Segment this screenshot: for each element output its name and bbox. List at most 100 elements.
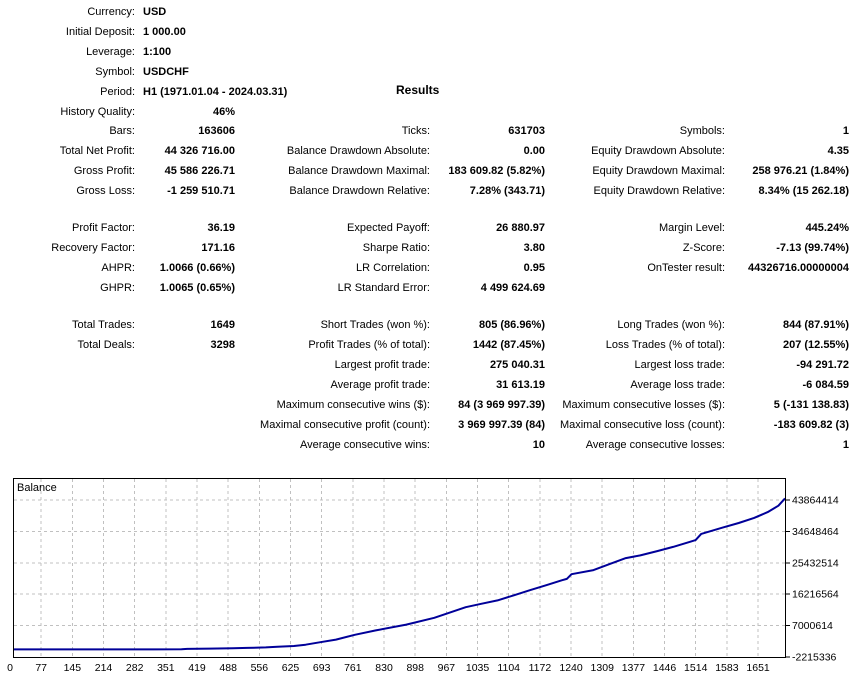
stat-label: Largest loss trade: <box>634 359 726 371</box>
y-tick-label: 16216564 <box>792 589 839 601</box>
info-row: Currency: USD <box>0 6 865 20</box>
stat-value: -94 291.72 <box>796 359 849 371</box>
stat-label: Gross Loss: <box>76 185 135 197</box>
info-value: USD <box>143 6 167 18</box>
stat-value: -183 609.82 (3) <box>773 419 849 431</box>
stat-row: AHPR: 1.0066 (0.66%) LR Correlation: 0.95 On… <box>0 262 865 276</box>
stat-value: 3.80 <box>523 242 545 254</box>
stat-label: Total Trades: <box>72 319 135 331</box>
stat-label: Ticks: <box>401 125 430 137</box>
stat-row: Largest profit trade: 275 040.31 Largest l… <box>0 359 865 373</box>
x-tick-label: 0 <box>7 662 13 674</box>
x-tick-label: 830 <box>375 662 393 674</box>
stat-label: Z-Score: <box>682 242 725 254</box>
stat-label: Expected Payoff: <box>347 222 430 234</box>
x-tick-label: 693 <box>313 662 331 674</box>
x-tick-label: 967 <box>438 662 456 674</box>
stat-label: Equity Drawdown Maximal: <box>592 165 725 177</box>
stat-value: 7.28% (343.71) <box>469 185 545 197</box>
stat-row: Maximum consecutive wins ($): 84 (3 969 9… <box>0 399 865 413</box>
stat-value: 26 880.97 <box>496 222 545 234</box>
stat-value: 805 (86.96%) <box>478 319 545 331</box>
y-tick-label: 7000614 <box>792 620 833 632</box>
stat-label: AHPR: <box>101 262 135 274</box>
stat-label: Symbols: <box>679 125 725 137</box>
stat-value: 84 (3 969 997.39) <box>458 399 545 411</box>
stat-value: 1.0066 (0.66%) <box>159 262 235 274</box>
stat-value: 171.16 <box>201 242 235 254</box>
info-label: Initial Deposit: <box>65 26 135 38</box>
balance-line <box>13 497 786 651</box>
stat-label: GHPR: <box>100 282 135 294</box>
stat-row: Gross Loss: -1 259 510.71 Balance Drawdown… <box>0 185 865 199</box>
info-row: Leverage: 1:100 <box>0 46 865 60</box>
stat-label: Total Deals: <box>77 339 135 351</box>
x-tick-label: 488 <box>219 662 237 674</box>
stat-label: Profit Factor: <box>72 222 135 234</box>
x-axis-labels: 0 77 145 214 282 351 419 488 556 625 693 761 830 898 9… <box>7 662 770 674</box>
stat-value: 0.00 <box>523 145 545 157</box>
x-tick-label: 1104 <box>497 662 520 674</box>
x-tick-label: 761 <box>344 662 362 674</box>
stat-value: 44326716.00000004 <box>748 262 849 274</box>
x-tick-label: 625 <box>282 662 300 674</box>
stat-row: Recovery Factor: 171.16 Sharpe Ratio: 3.80 Z… <box>0 242 865 256</box>
stat-label: LR Correlation: <box>356 262 430 274</box>
stat-row: Bars: 163606 Ticks: 631703 Symbols: 1 <box>0 125 865 139</box>
stat-value: 10 <box>532 439 545 451</box>
stat-label: Recovery Factor: <box>51 242 135 254</box>
x-tick-label: 898 <box>406 662 424 674</box>
stat-label: Balance Drawdown Relative: <box>289 185 430 197</box>
stat-row: Gross Profit: 45 586 226.71 Balance Drawdo… <box>0 165 865 179</box>
stat-value: 36.19 <box>207 222 235 234</box>
x-tick-label: 1240 <box>559 662 583 674</box>
stat-value: 4.35 <box>827 145 849 157</box>
x-tick-label: 214 <box>95 662 113 674</box>
stat-value: 44 326 716.00 <box>164 145 235 157</box>
stat-value: 844 (87.91%) <box>782 319 849 331</box>
x-tick-label: 1514 <box>684 662 708 674</box>
balance-chart-svg: 43864414 34648464 25432514 16216564 7000614 -… <box>7 478 839 674</box>
stat-label: Largest profit trade: <box>334 359 430 371</box>
y-tick-label: 34648464 <box>792 526 839 538</box>
stat-value: 183 609.82 (5.82%) <box>448 165 545 177</box>
chart-title: Balance <box>17 482 57 494</box>
y-axis-labels: 43864414 34648464 25432514 16216564 7000614 -… <box>786 494 839 664</box>
x-tick-label: 1309 <box>591 662 615 674</box>
stat-value: 4 499 624.69 <box>480 282 545 294</box>
stat-label: Equity Drawdown Absolute: <box>591 145 725 157</box>
stat-label: OnTester result: <box>647 262 725 274</box>
stat-row: GHPR: 1.0065 (0.65%) LR Standard Error: 4 4… <box>0 282 865 296</box>
y-tick-label: 43864414 <box>792 494 839 506</box>
stat-row: Average profit trade: 31 613.19 Average lo… <box>0 379 865 393</box>
stat-value: 1 <box>842 125 849 137</box>
x-tick-label: 1172 <box>529 662 552 674</box>
stat-label: Equity Drawdown Relative: <box>593 185 725 197</box>
stat-label: Bars: <box>109 125 135 137</box>
info-label: History Quality: <box>60 106 135 118</box>
stat-label: Maximum consecutive wins ($): <box>276 399 430 411</box>
info-row: Symbol: USDCHF <box>0 66 865 80</box>
info-row: Period: H1 (1971.01.04 - 2024.03.31) <box>0 86 865 100</box>
stat-label: Balance Drawdown Maximal: <box>288 165 430 177</box>
stat-row: Maximal consecutive profit (count): 3 969… <box>0 419 865 433</box>
x-tick-label: 77 <box>35 662 47 674</box>
info-label: Currency: <box>87 6 135 18</box>
x-tick-label: 1583 <box>715 662 739 674</box>
stat-label: Average loss trade: <box>630 379 725 391</box>
info-value: 46% <box>212 106 235 118</box>
x-tick-label: 351 <box>157 662 175 674</box>
stat-label: Average consecutive wins: <box>299 439 430 451</box>
info-value: 1 000.00 <box>143 26 186 38</box>
stat-value: 0.95 <box>523 262 545 274</box>
x-tick-label: 1651 <box>746 662 770 674</box>
x-tick-label: 282 <box>126 662 144 674</box>
x-tick-label: 556 <box>251 662 269 674</box>
stat-label: Long Trades (won %): <box>617 319 725 331</box>
stat-label: Maximal consecutive profit (count): <box>260 419 430 431</box>
stat-value: -1 259 510.71 <box>167 185 235 197</box>
y-tick-label: 25432514 <box>792 557 839 569</box>
stat-label: Sharpe Ratio: <box>362 242 430 254</box>
y-tick-label: -2215336 <box>792 652 837 664</box>
